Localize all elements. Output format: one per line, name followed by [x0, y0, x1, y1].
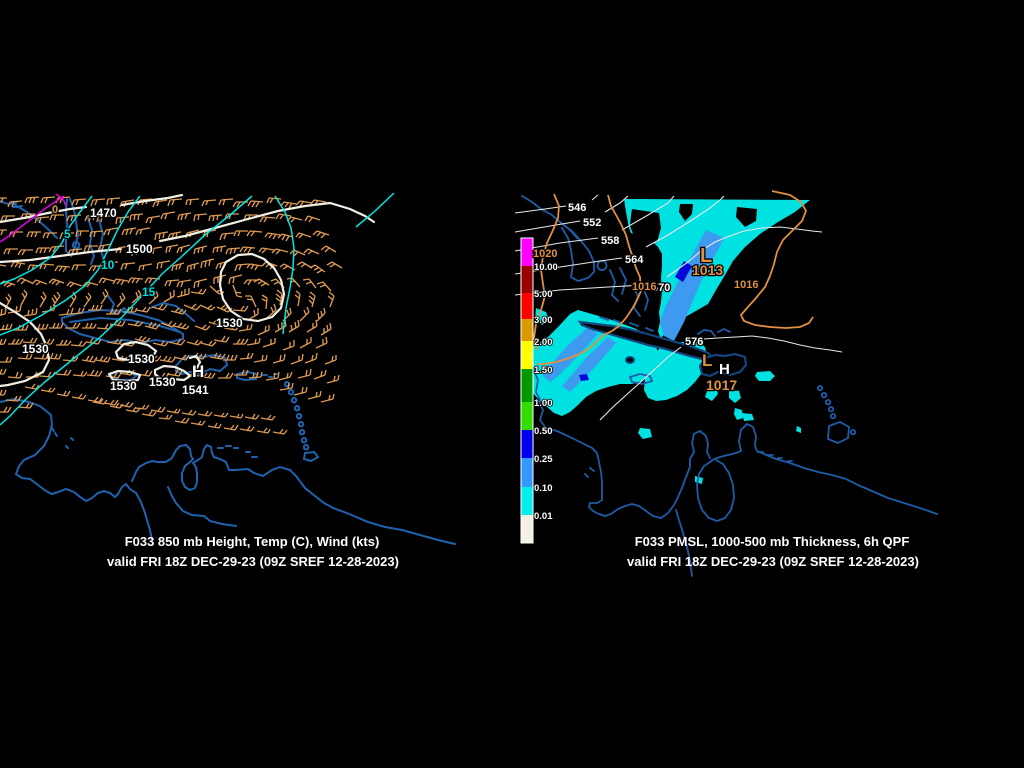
- svg-text:1016: 1016: [734, 279, 758, 291]
- svg-text:valid FRI 18Z DEC-29-23 (09Z S: valid FRI 18Z DEC-29-23 (09Z SREF 12-28-…: [627, 554, 919, 569]
- svg-text:F033 PMSL, 1000-500 mb Thickne: F033 PMSL, 1000-500 mb Thickness, 6h QPF: [635, 534, 910, 549]
- svg-text:1541: 1541: [182, 383, 209, 397]
- svg-text:0.50: 0.50: [534, 426, 553, 437]
- svg-text:1.00: 1.00: [534, 398, 553, 409]
- svg-text:570: 570: [652, 282, 670, 294]
- svg-text:1530: 1530: [110, 379, 137, 393]
- svg-text:5.00: 5.00: [534, 289, 553, 300]
- svg-text:1500: 1500: [126, 242, 153, 256]
- svg-text:2.00: 2.00: [534, 337, 553, 348]
- svg-text:10.00: 10.00: [534, 262, 558, 273]
- svg-text:0.10: 0.10: [534, 483, 553, 494]
- svg-text:1530: 1530: [128, 352, 155, 366]
- svg-text:1530: 1530: [149, 375, 176, 389]
- svg-text:546: 546: [568, 202, 586, 214]
- svg-text:1016: 1016: [632, 281, 656, 293]
- svg-text:1020: 1020: [533, 248, 557, 260]
- svg-text:15: 15: [142, 285, 156, 299]
- svg-text:1.50: 1.50: [534, 365, 553, 376]
- svg-text:H: H: [719, 361, 730, 378]
- svg-text:H: H: [192, 362, 204, 381]
- svg-text:564: 564: [625, 254, 644, 266]
- svg-text:0.25: 0.25: [534, 454, 553, 465]
- svg-text:3.00: 3.00: [534, 315, 553, 326]
- svg-text:1530: 1530: [216, 316, 243, 330]
- svg-text:1470: 1470: [90, 206, 117, 220]
- svg-text:0: 0: [52, 204, 58, 216]
- svg-text:576: 576: [685, 336, 703, 348]
- svg-text:valid FRI 18Z DEC-29-23 (09Z S: valid FRI 18Z DEC-29-23 (09Z SREF 12-28-…: [107, 554, 399, 569]
- svg-text:1013: 1013: [692, 262, 723, 278]
- svg-text:5: 5: [64, 227, 71, 241]
- svg-text:552: 552: [583, 217, 601, 229]
- svg-text:0.01: 0.01: [534, 511, 553, 522]
- svg-text:1017: 1017: [706, 377, 737, 393]
- svg-text:F033 850 mb Height, Temp (C),: F033 850 mb Height, Temp (C), Wind (kts): [125, 534, 380, 549]
- svg-text:1530: 1530: [22, 342, 49, 356]
- svg-text:L: L: [700, 245, 712, 267]
- svg-text:L: L: [702, 351, 712, 370]
- svg-text:10: 10: [101, 258, 115, 272]
- svg-text:558: 558: [601, 235, 619, 247]
